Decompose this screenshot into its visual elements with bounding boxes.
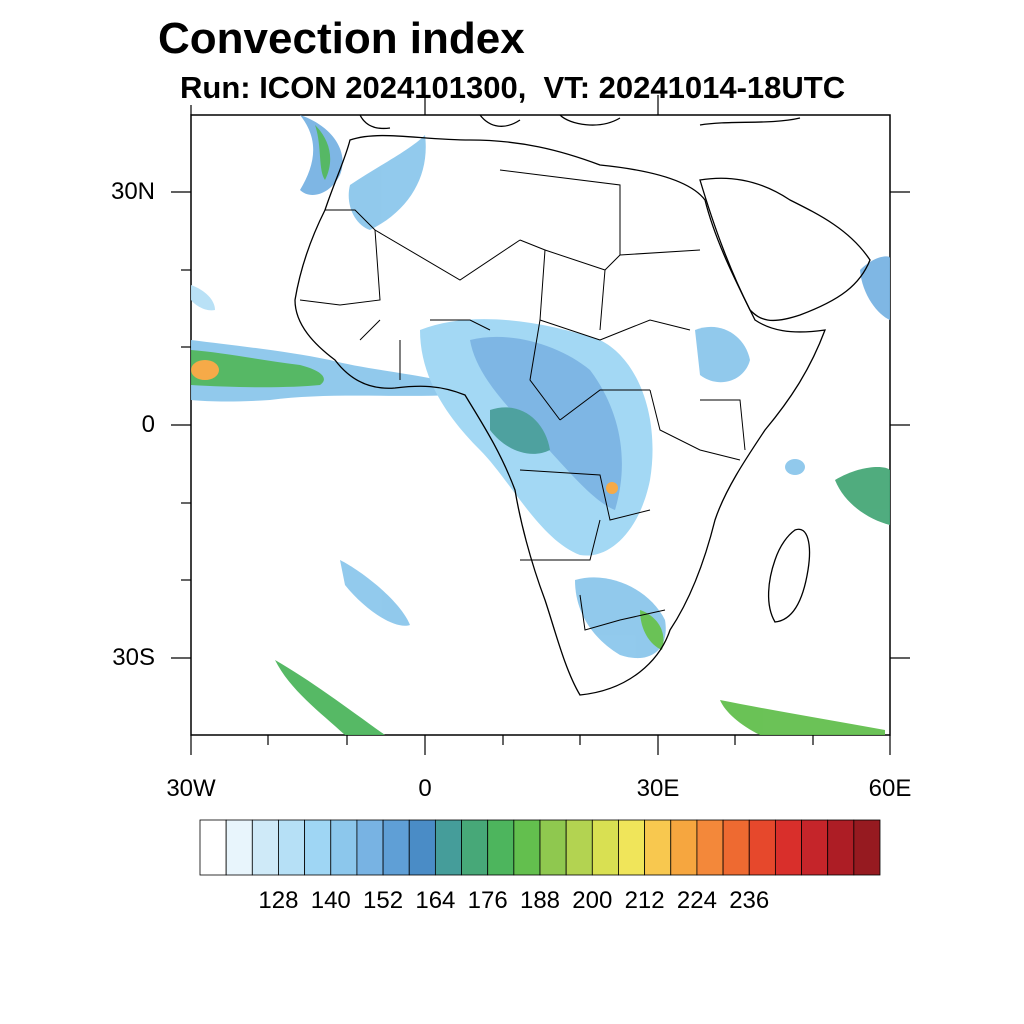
colorbar-label: 164 <box>415 887 456 914</box>
colorbar-swatch <box>696 819 724 876</box>
colorbar-swatch <box>774 819 802 876</box>
lat-label-30s: 30S <box>112 644 155 671</box>
colorbar-swatch <box>853 819 881 876</box>
colorbar-swatch <box>591 819 619 876</box>
colorbar-label: 152 <box>363 887 404 914</box>
colorbar-label: 140 <box>310 887 351 914</box>
convection-field <box>191 115 890 735</box>
convection-itcz-hot <box>191 360 219 380</box>
colorbar-swatch <box>382 819 410 876</box>
colorbar-swatch <box>748 819 776 876</box>
colorbar-swatch <box>618 819 646 876</box>
madagascar-outline <box>767 528 811 623</box>
colorbar-swatch <box>461 819 489 876</box>
colorbar <box>199 819 881 876</box>
map-subtitle: Run: ICON 2024101300, VT: 20241014-18UTC <box>180 70 846 105</box>
colorbar-label: 212 <box>624 887 665 914</box>
europe-outline <box>359 114 801 130</box>
colorbar-swatch <box>644 819 672 876</box>
colorbar-swatch <box>278 819 306 876</box>
convection-s-core <box>640 610 664 650</box>
colorbar-swatch <box>565 819 593 876</box>
lon-label-60e: 60E <box>868 775 912 802</box>
colorbar-label: 188 <box>519 887 561 914</box>
convection-se-band <box>720 700 885 735</box>
lon-label-0: 0 <box>418 775 432 802</box>
convection-canary-band <box>348 135 426 230</box>
convection-southern-africa <box>575 577 666 659</box>
convection-sw-band <box>275 660 385 735</box>
convection-comoros <box>785 459 805 475</box>
convection-itcz-core <box>191 350 324 388</box>
convection-west-coast <box>191 285 215 311</box>
lon-label-30w: 30W <box>166 775 216 802</box>
colorbar-swatch <box>539 819 567 876</box>
colorbar-swatch <box>251 819 279 876</box>
country-borders <box>299 169 746 631</box>
colorbar-swatch <box>827 819 855 876</box>
colorbar-label: 176 <box>467 887 508 914</box>
convection-nw-core <box>315 125 331 180</box>
convection-ethiopia <box>695 326 750 383</box>
lat-label-30n: 30N <box>110 178 155 205</box>
arabia-outline <box>699 177 871 322</box>
convection-indian-ocean <box>835 467 890 525</box>
convection-congo-core <box>490 407 550 454</box>
colorbar-swatch <box>513 819 541 876</box>
colorbar-swatch <box>801 819 829 876</box>
convection-arabian-sea <box>860 256 890 320</box>
colorbar-label: 236 <box>729 887 770 914</box>
colorbar-swatch <box>487 819 515 876</box>
convection-hotspot <box>606 482 618 494</box>
colorbar-label: 128 <box>258 887 299 914</box>
convection-s-atlantic <box>340 560 410 626</box>
colorbar-swatch <box>330 819 358 876</box>
colorbar-label: 224 <box>676 887 717 914</box>
africa-outline <box>294 134 826 696</box>
map-title: Convection index <box>158 14 525 63</box>
colorbar-swatch <box>434 819 462 876</box>
convection-central-core <box>470 336 622 510</box>
colorbar-swatch <box>199 819 227 876</box>
colorbar-swatch <box>722 819 750 876</box>
colorbar-label: 200 <box>572 887 613 914</box>
map-ticks <box>171 95 910 755</box>
colorbar-swatch <box>408 819 436 876</box>
colorbar-swatch <box>304 819 332 876</box>
colorbar-swatch <box>225 819 253 876</box>
colorbar-swatch <box>670 819 698 876</box>
lat-label-0: 0 <box>141 411 155 438</box>
colorbar-swatch <box>356 819 384 876</box>
lon-label-30e: 30E <box>636 775 680 802</box>
